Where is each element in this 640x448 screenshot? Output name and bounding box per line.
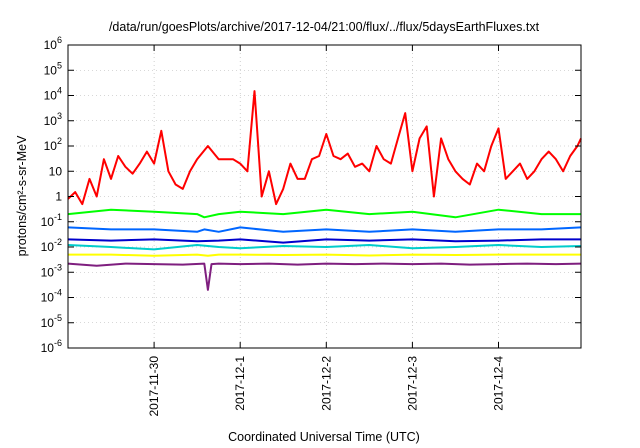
- y-tick-label: 105: [44, 60, 62, 77]
- x-axis-label: Coordinated Universal Time (UTC): [228, 430, 420, 444]
- y-tick-label: 104: [44, 86, 62, 103]
- y-tick-label: 10-3: [41, 262, 62, 279]
- x-tick-label: 2017-11-30: [147, 356, 161, 417]
- x-tick-label: 2017-12-4: [491, 356, 505, 411]
- y-ticks: 10-6 10-5 10-4 10-3 10-2 10-1 1 10 102 103 104 105 1…: [41, 35, 581, 355]
- grid: [68, 45, 581, 348]
- y-tick-label: 10-4: [41, 288, 62, 305]
- y-tick-label: 10-2: [41, 237, 62, 254]
- chart-title: /data/run/goesPlots/archive/2017-12-04/2…: [109, 20, 540, 34]
- series-line: [68, 253, 581, 257]
- series-layer: [67, 90, 582, 291]
- series-line: [67, 208, 581, 219]
- x-tick-label: 2017-12-2: [319, 356, 333, 411]
- y-tick-label: 1: [55, 190, 62, 204]
- x-tick-label: 2017-12-3: [405, 356, 419, 411]
- x-tick-label: 2017-12-1: [233, 356, 247, 411]
- x-ticks: 2017-11-30 2017-12-1 2017-12-2 2017-12-3 201…: [147, 45, 505, 417]
- y-tick-label: 10-6: [41, 338, 62, 355]
- y-tick-label: 103: [44, 111, 62, 128]
- series-line: [67, 238, 581, 244]
- series-line: [67, 226, 582, 233]
- y-tick-label: 10-1: [41, 212, 62, 229]
- y-tick-label: 10-5: [41, 313, 62, 330]
- series-line: [67, 262, 582, 291]
- series-line: [67, 90, 582, 206]
- y-tick-label: 102: [44, 136, 62, 153]
- y-axis-label: protons/cm²-s-sr-MeV: [15, 135, 29, 257]
- series-line: [67, 244, 582, 251]
- y-tick-label: 106: [44, 35, 62, 52]
- y-tick-label: 10: [49, 164, 63, 178]
